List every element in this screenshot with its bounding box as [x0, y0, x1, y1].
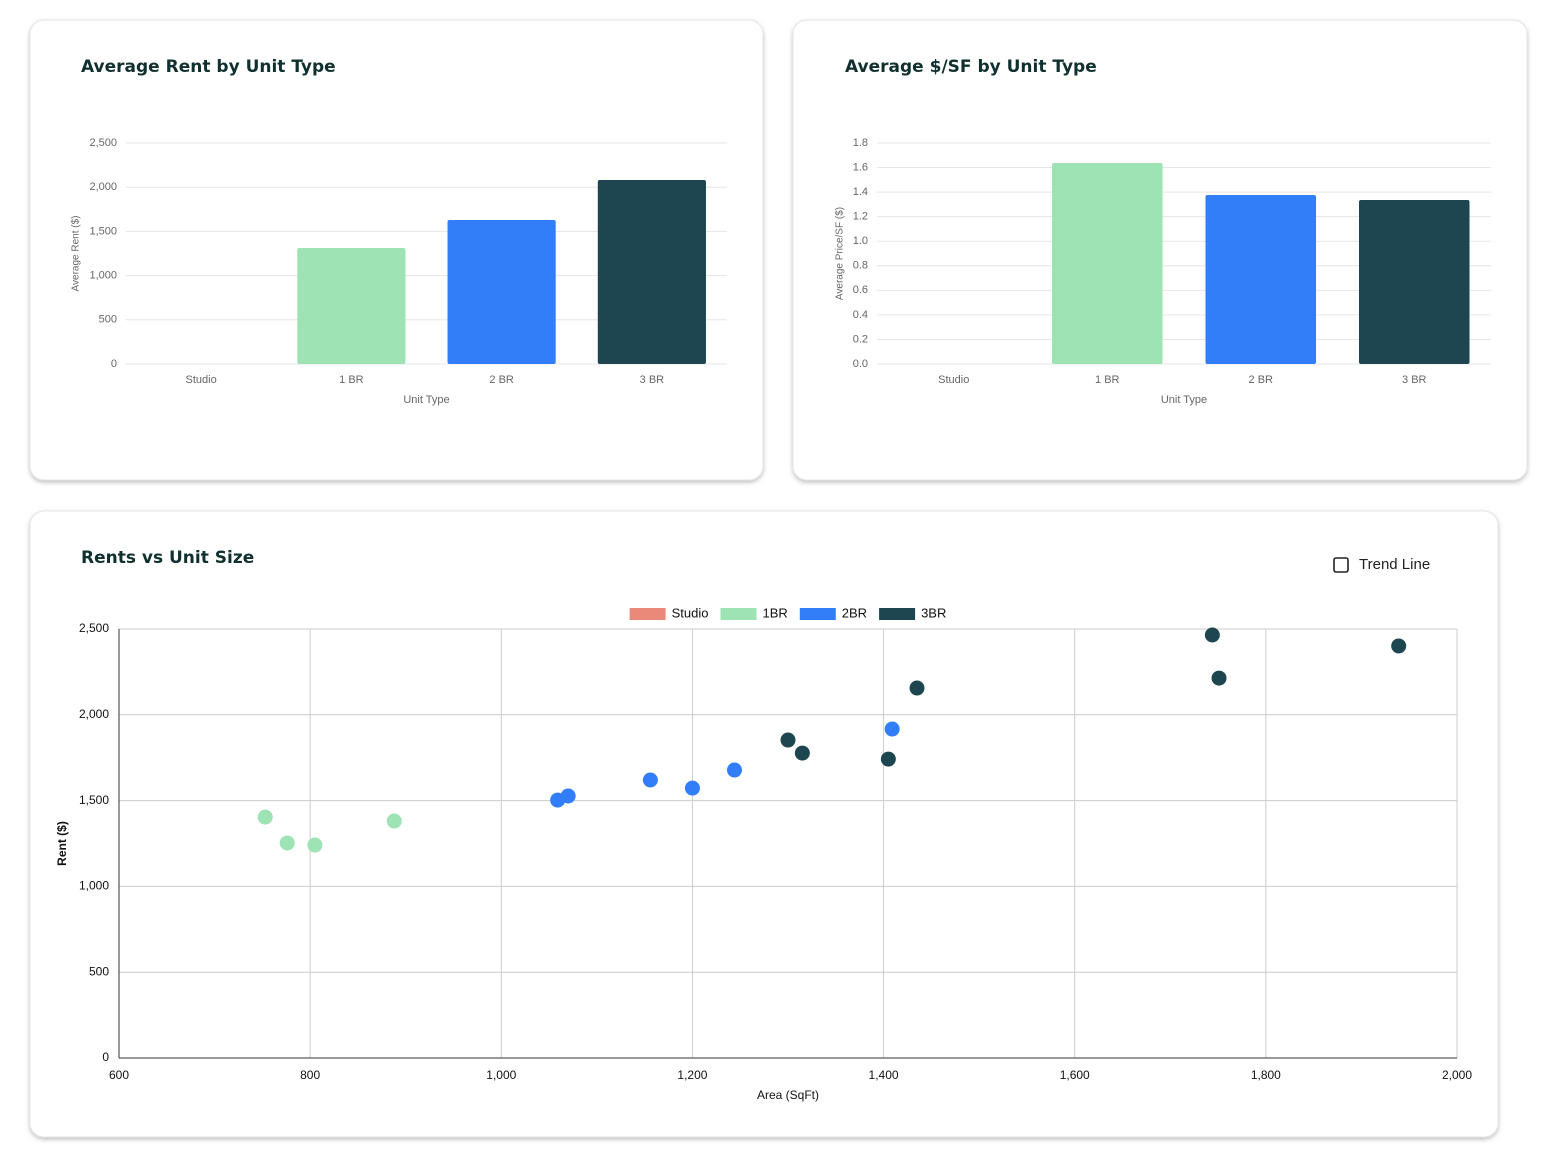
point: [257, 809, 273, 825]
point: [642, 772, 658, 788]
y-tick-label: 2,000: [79, 707, 109, 721]
x-tick-label: 3 BR: [640, 374, 665, 386]
point: [794, 745, 810, 761]
x-tick-label: 600: [109, 1068, 129, 1082]
point: [726, 762, 742, 778]
chart-title: Average $/SF by Unit Type: [845, 57, 1097, 77]
checkbox-label[interactable]: Trend Line: [1359, 556, 1430, 573]
x-tick-label: 3 BR: [1402, 374, 1427, 386]
point: [684, 780, 700, 796]
x-tick-label: Studio: [186, 374, 217, 386]
card: [29, 510, 1499, 1138]
bar: [1358, 199, 1470, 364]
x-tick-label: Studio: [938, 374, 969, 386]
legend-label: 1BR: [762, 605, 787, 620]
legend-swatch: [720, 608, 757, 620]
y-tick-label: 0: [102, 1050, 109, 1064]
y-tick-label: 500: [89, 964, 109, 978]
y-tick-label: 1.0: [853, 235, 868, 247]
legend-swatch: [799, 608, 836, 620]
point: [909, 680, 925, 696]
x-tick-label: 1,400: [869, 1068, 899, 1082]
y-axis-label: Rent ($): [55, 821, 69, 866]
point: [560, 788, 576, 804]
legend-label: 3BR: [921, 605, 946, 620]
point: [1204, 627, 1220, 643]
y-tick-label: 0.4: [853, 309, 868, 321]
point: [386, 813, 402, 829]
x-tick-label: 2 BR: [489, 374, 514, 386]
y-tick-label: 1.4: [853, 186, 868, 198]
checkbox[interactable]: [1333, 557, 1349, 573]
x-tick-label: 1,800: [1251, 1068, 1281, 1082]
x-tick-label: 2 BR: [1249, 374, 1274, 386]
point: [880, 751, 896, 767]
bar: [1051, 163, 1163, 364]
y-tick-label: 2,500: [89, 137, 117, 149]
legend-swatch: [629, 608, 666, 620]
y-tick-label: 1.2: [853, 211, 868, 223]
y-tick-label: 0.2: [853, 333, 868, 345]
y-tick-label: 500: [99, 314, 117, 326]
y-tick-label: 1.6: [853, 161, 868, 173]
y-tick-label: 0.0: [853, 358, 868, 370]
y-tick-label: 1,000: [79, 879, 109, 893]
y-tick-label: 2,500: [79, 621, 109, 635]
x-tick-label: 1,200: [677, 1068, 707, 1082]
y-tick-label: 0.6: [853, 284, 868, 296]
chart-title: Average Rent by Unit Type: [81, 57, 336, 77]
bar: [447, 219, 556, 364]
x-tick-label: 1,000: [486, 1068, 516, 1082]
point: [279, 835, 295, 851]
x-axis-label: Area (SqFt): [757, 1088, 819, 1102]
y-tick-label: 1.8: [853, 137, 868, 149]
x-tick-label: 1 BR: [339, 374, 364, 386]
point: [307, 837, 323, 853]
x-tick-label: 2,000: [1442, 1068, 1472, 1082]
y-tick-label: 1,500: [89, 225, 117, 237]
y-tick-label: 0: [111, 358, 117, 370]
x-axis-label: Unit Type: [1161, 394, 1207, 406]
bar: [297, 248, 406, 364]
legend-label: Studio: [672, 605, 709, 620]
x-tick-label: 1 BR: [1095, 374, 1120, 386]
y-axis-label: Average Price/SF ($): [835, 207, 846, 300]
chart-title: Rents vs Unit Size: [81, 548, 254, 568]
y-tick-label: 1,500: [79, 793, 109, 807]
point: [780, 732, 796, 748]
point: [1391, 638, 1407, 654]
y-tick-label: 2,000: [89, 181, 117, 193]
legend-label: 2BR: [842, 605, 867, 620]
x-tick-label: 800: [300, 1068, 320, 1082]
x-axis-label: Unit Type: [403, 394, 449, 406]
legend-swatch: [879, 608, 916, 620]
y-axis-label: Average Rent ($): [71, 216, 82, 292]
bar: [1205, 195, 1317, 364]
point: [1211, 670, 1227, 686]
x-tick-label: 1,600: [1060, 1068, 1090, 1082]
y-tick-label: 1,000: [89, 270, 117, 282]
point: [884, 721, 900, 737]
bar: [597, 180, 706, 364]
y-tick-label: 0.8: [853, 260, 868, 272]
